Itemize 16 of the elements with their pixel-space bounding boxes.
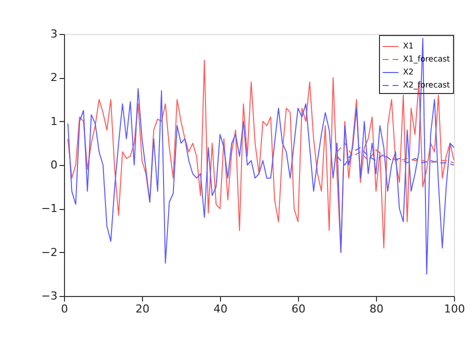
y-tick-label: −3 [41,290,58,302]
x-tick-label: 80 [370,302,384,316]
x-tick-label: 20 [136,302,150,316]
x-tick-label: 0 [61,302,68,316]
y-tick-label: 0 [50,158,58,172]
y-tick-label: 3 [50,28,58,40]
legend-label: X2 [403,68,414,76]
x-tick-label: 40 [214,302,228,316]
x-tick-label: 60 [292,302,306,316]
line-series [67,38,454,275]
legend-label: X1 [403,42,414,50]
y-tick-label: 1 [50,114,58,128]
x-tick-label: 100 [444,302,465,316]
y-tick-label: −1 [41,202,58,216]
y-tick-label: −2 [41,246,58,259]
y-tick-label: 2 [50,71,58,84]
